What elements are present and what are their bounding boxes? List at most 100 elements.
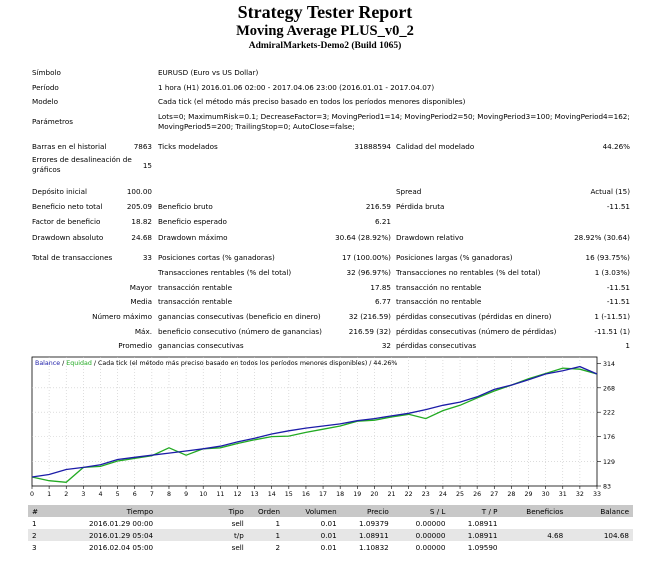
col-header-sl: S / L [392,505,450,517]
gross-profit-value: 216.59 [365,202,391,211]
params-value-line2: MovingPeriod5=200; TrailingStop=0; AutoC… [158,122,355,131]
avg-loss-label: transacción no rentable [396,297,482,306]
largest-loss-value: -11.51 [606,283,630,292]
x-tick-label: 19 [353,491,361,498]
x-tick-label: 1 [47,491,51,498]
cell-profit [502,541,568,553]
short-positions-label: Posiciones cortas (% ganadoras) [158,253,275,262]
cell-tp: 1.08911 [449,529,502,541]
x-tick-label: 24 [439,491,447,498]
avg-loss-value: -11.51 [606,297,630,306]
avg-cons-wins-label: ganancias consecutivas [158,341,244,350]
y-tick-label: 129 [603,459,615,466]
x-tick-label: 28 [507,491,515,498]
x-tick-label: 21 [388,491,396,498]
spread-label: Spread [396,187,422,196]
y-tick-label: 83 [603,484,611,491]
table-row: 3 2016.02.04 05:00 sell 2 0.01 1.10832 0… [28,541,633,553]
loss-trades-label: Transacciones no rentables (% del total) [396,268,541,277]
x-tick-label: 3 [81,491,85,498]
period-label: Período [32,83,59,92]
server-build: AdmiralMarkets-Demo2 (Build 1065) [248,41,402,51]
x-tick-label: 26 [473,491,481,498]
x-tick-label: 23 [422,491,430,498]
cell-order: 1 [275,518,281,528]
dd-maximal-label: Drawdown máximo [158,233,228,242]
col-header-profit: Beneficios [501,505,568,517]
expected-payoff-label: Beneficio esperado [158,217,227,226]
report-subtitle: Moving Average PLUS_v0_2 [236,23,414,39]
legend-description: / Cada tick (el método más preciso basad… [92,359,398,367]
errors-label: Errores de desalineación de gráficos [32,155,132,174]
balance-chart: Balance / Equidad / Cada tick (el método… [30,356,615,498]
x-tick-label: 18 [336,491,344,498]
col-header-order: Orden [247,505,285,517]
symbol-label: Símbolo [32,68,61,77]
table-row: 2 2016.01.29 05:04 t/p 1 0.01 1.08911 0.… [28,529,633,541]
maximal-loss-label: pérdidas consecutivas (número de pérdida… [396,327,557,336]
cell-volume: 0.01 [284,529,341,541]
col-header-number: # [28,505,49,517]
cell-balance: 104.68 [567,529,633,541]
x-tick-label: 13 [251,491,259,498]
chart-x-ticks: 0 1 2 3 4 5 6 7 8 9 10 11 12 13 14 15 16 17 18 19 20 21 22 23 24… [30,486,601,498]
x-tick-label: 0 [30,491,34,498]
maximal-profit-value: 216.59 (32) [348,327,391,336]
cell-type: sell [231,518,244,528]
x-tick-label: 22 [405,491,413,498]
report-title: Strategy Tester Report [237,2,413,22]
x-tick-label: 9 [184,491,188,498]
x-tick-label: 16 [302,491,310,498]
x-tick-label: 5 [116,491,120,498]
profit-factor-label: Factor de beneficio [32,217,101,226]
profit-trades-value: 32 (96.97%) [346,268,391,277]
x-tick-label: 10 [199,491,207,498]
balance-line [31,365,598,478]
max-cons-wins-value: 32 (216.59) [348,312,391,321]
ticks-label: Ticks modelados [158,142,218,151]
legend-separator: / [60,360,66,367]
legend-balance: Balance [35,360,60,367]
loss-trades-value: 1 (3.03%) [594,268,630,277]
cell-time: 2016.01.29 05:04 [48,529,158,541]
dd-absolute-label: Drawdown absoluto [32,233,104,242]
max-cons-losses-label: pérdidas consecutivas (pérdidas en diner… [396,312,552,321]
col-header-volume: Volumen [284,505,341,517]
x-tick-label: 33 [593,491,601,498]
long-positions-value: 16 (93.75%) [585,253,630,262]
cell-price: 1.09379 [359,518,389,528]
bars-label: Barras en el historial [32,142,107,151]
x-tick-label: 15 [285,491,293,498]
period-value: 1 hora (H1) 2016.01.06 02:00 - 2017.04.0… [158,83,435,92]
cell-number: 2 [28,529,49,541]
profit-factor-value: 18.82 [131,217,152,226]
dd-absolute-value: 24.68 [131,233,152,242]
dd-relative-label: Drawdown relativo [396,233,464,242]
avg-consecutive-label: Promedio [118,341,152,350]
x-tick-label: 20 [370,491,378,498]
x-tick-label: 31 [559,491,567,498]
cell-time: 2016.01.29 00:00 [88,518,154,528]
cell-price: 1.10832 [359,542,389,552]
trades-header-row: # Tiempo Tipo Orden Volumen Precio S / L… [28,505,633,517]
gross-loss-value: -11.51 [606,202,630,211]
x-tick-label: 29 [525,491,533,498]
avg-cons-losses-label: pérdidas consecutivas [396,341,477,350]
cell-volume: 0.01 [320,518,337,528]
maximal-profit-label: beneficio consecutivo (número de gananci… [158,327,322,336]
model-value: Cada tick (el método más preciso basado … [158,97,466,106]
x-tick-label: 4 [98,491,102,498]
cell-number: 1 [32,518,37,528]
equity-line [31,367,598,483]
y-tick-label: 268 [603,385,615,392]
avg-cons-losses-value: 1 [625,341,630,350]
errors-label-line1: Errores de desalineación de [32,155,132,164]
dd-maximal-value: 30.64 (28.92%) [335,233,391,242]
long-positions-label: Posiciones largas (% ganadoras) [396,253,513,262]
avg-profit-value: 6.77 [374,297,391,306]
errors-value: 15 [142,161,152,170]
profit-trades-label: Transacciones rentables (% del total) [158,268,292,277]
chart-y-ticks: 314 268 222 176 129 83 [597,361,615,491]
chart-grid [32,357,597,486]
maximal-label: Máx. [134,327,152,336]
